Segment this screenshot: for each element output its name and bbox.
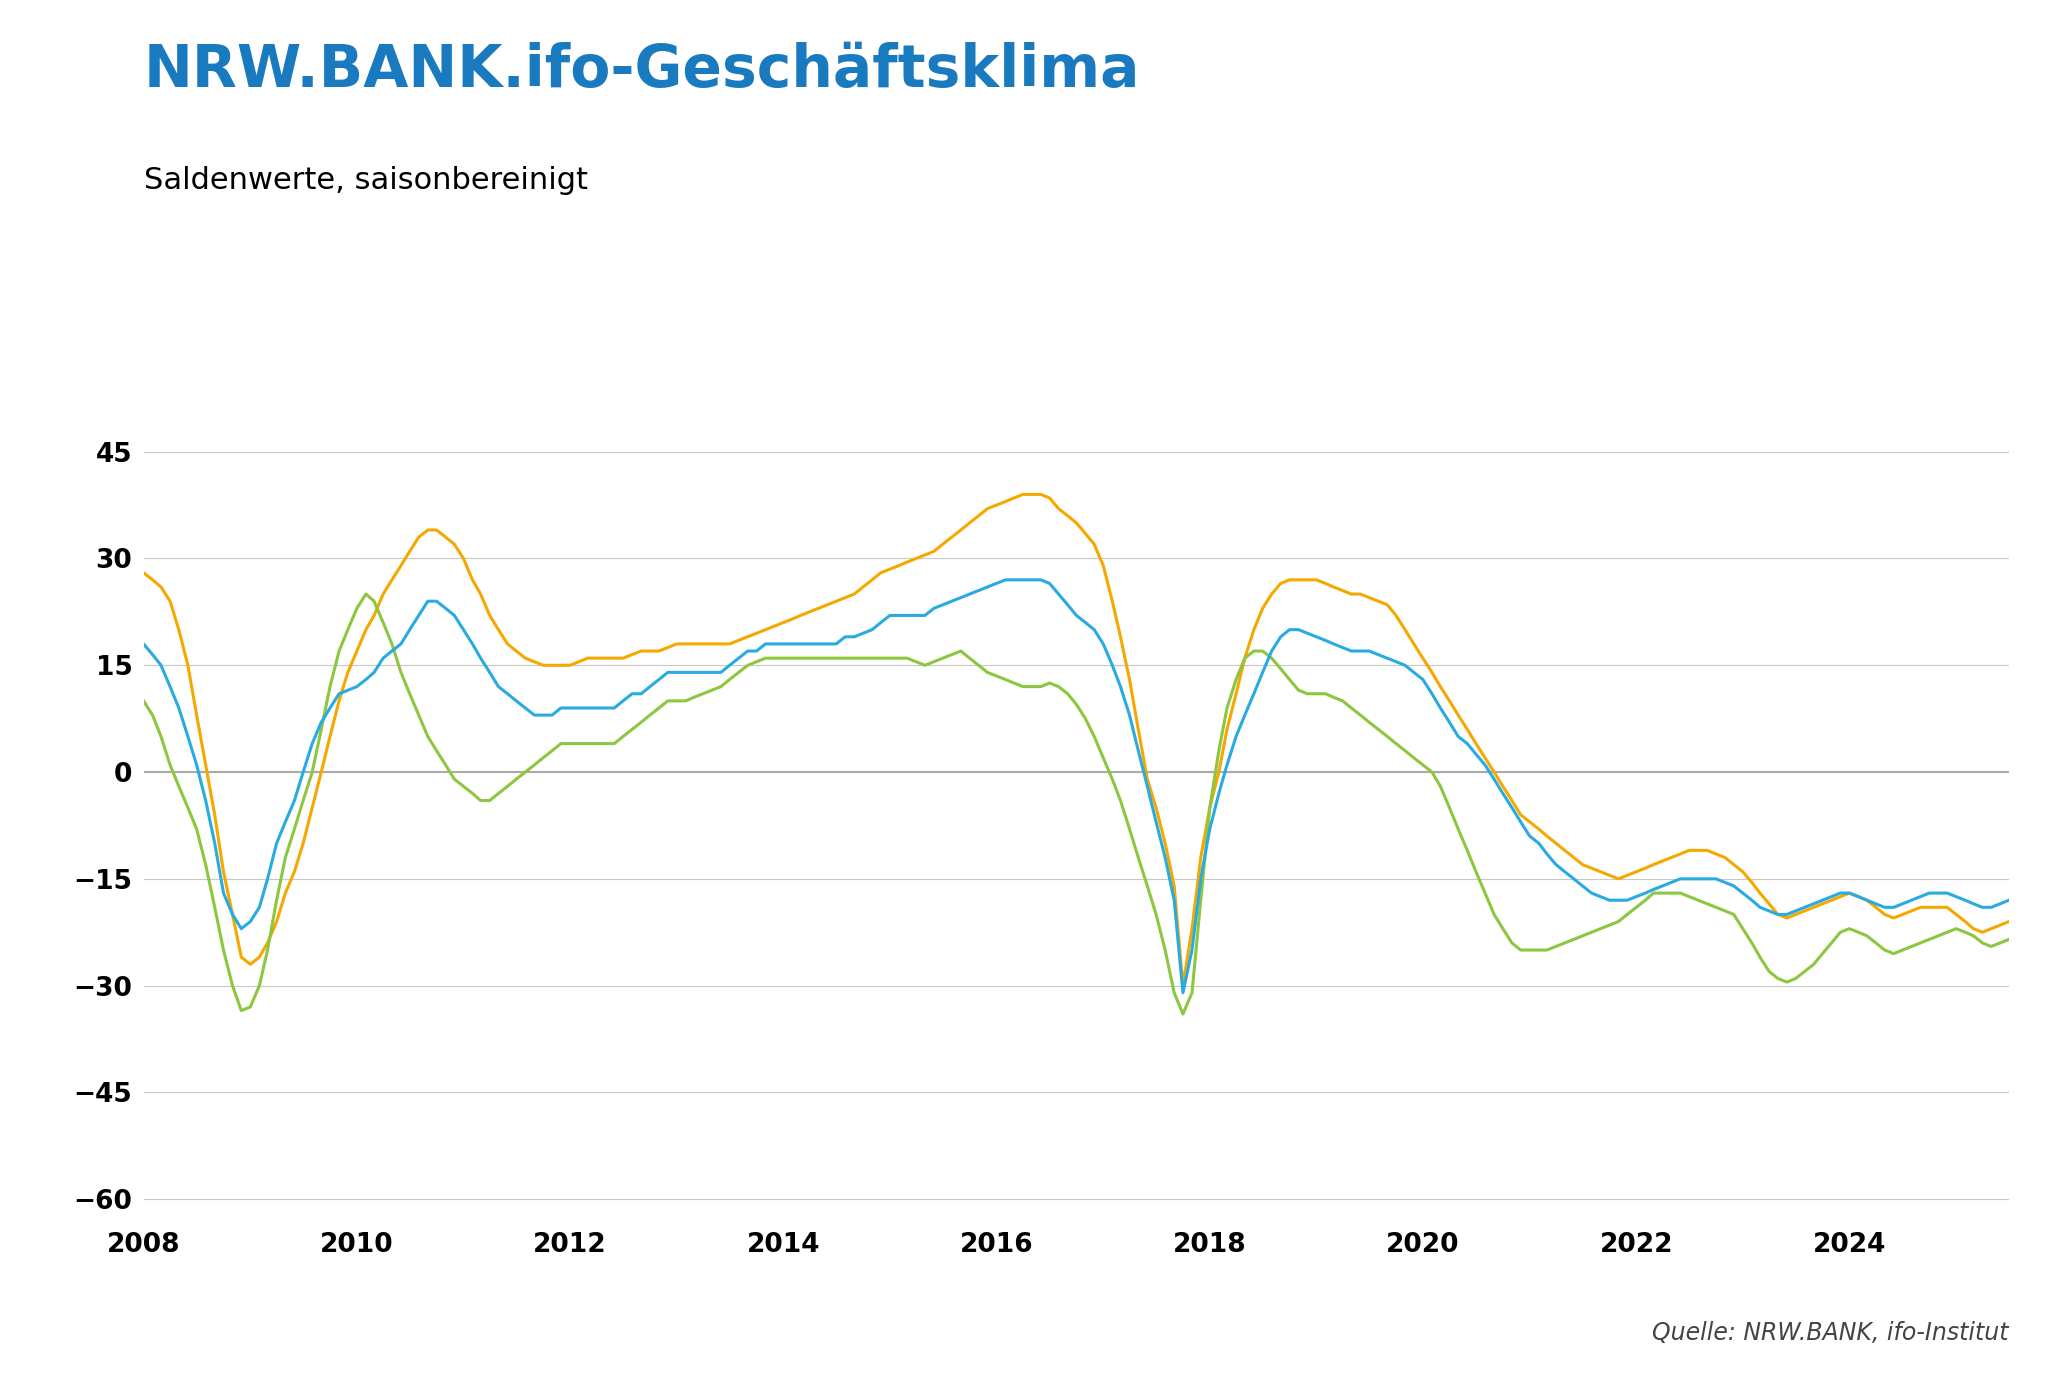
Line: Lage: Lage [144,494,2017,986]
Text: Quelle: NRW.BANK, ifo-Institut: Quelle: NRW.BANK, ifo-Institut [1652,1322,2009,1345]
Line: Erwartungen: Erwartungen [144,594,2017,1014]
Text: NRW.BANK.ifo-Geschäftsklima: NRW.BANK.ifo-Geschäftsklima [144,42,1140,98]
Text: Saldenwerte, saisonbereinigt: Saldenwerte, saisonbereinigt [144,166,588,196]
Line: Klima: Klima [144,580,2017,993]
